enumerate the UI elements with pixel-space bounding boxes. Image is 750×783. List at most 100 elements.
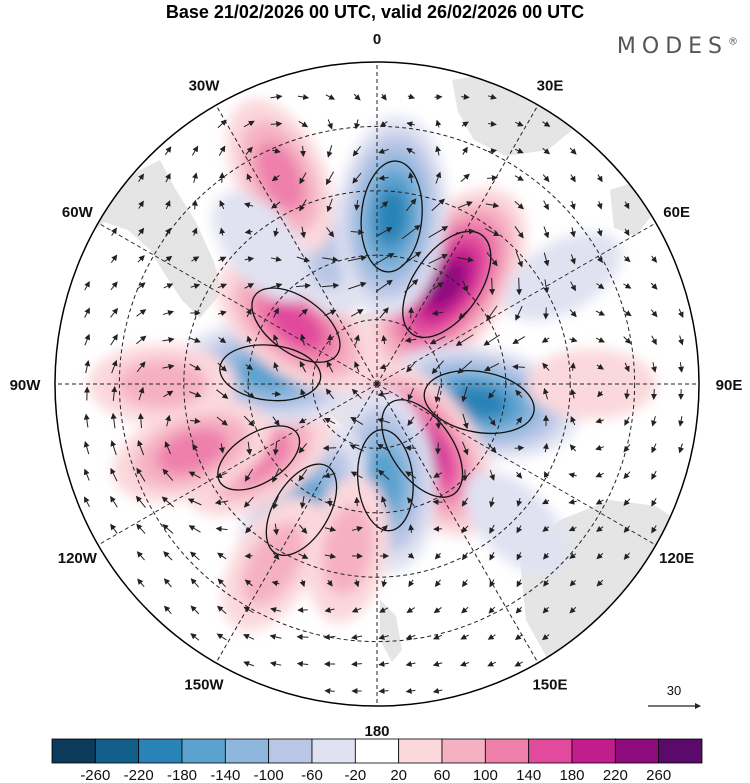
- wind-vector: [514, 147, 524, 154]
- wind-vector: [405, 471, 417, 479]
- wind-vector: [243, 415, 255, 427]
- wind-vector: [270, 282, 283, 289]
- longitude-label: 120W: [58, 550, 98, 567]
- wind-vector: [435, 413, 442, 430]
- brand-name: MODES: [616, 34, 728, 59]
- wind-vector: [110, 523, 118, 534]
- wind-vector: [111, 386, 118, 402]
- anomaly-region: [503, 232, 622, 322]
- wind-vector: [164, 200, 171, 210]
- wind-vector: [188, 525, 201, 533]
- wind-vector: [354, 334, 360, 345]
- wind-vector: [488, 416, 496, 427]
- wind-vector: [651, 416, 657, 427]
- wind-vector: [136, 523, 146, 534]
- brand-logo: MODES®: [617, 34, 738, 59]
- wind-vector: [595, 498, 604, 505]
- wind-vector: [189, 363, 202, 371]
- reference-vector: 30: [648, 683, 701, 709]
- wind-vector: [542, 362, 550, 371]
- wind-vector: [270, 120, 283, 127]
- wind-vector: [348, 281, 367, 290]
- wind-vector: [351, 661, 362, 667]
- meridian-line: [215, 383, 378, 664]
- wind-vector: [569, 579, 577, 587]
- wind-vector: [219, 227, 226, 236]
- wind-vector: [324, 526, 337, 532]
- meridian-line: [97, 383, 378, 546]
- wind-vector: [595, 417, 604, 424]
- wind-vector: [162, 468, 174, 481]
- wind-vector: [678, 416, 684, 427]
- wind-vector: [401, 224, 421, 240]
- wind-vector: [433, 472, 443, 478]
- wind-vector: [515, 251, 523, 268]
- wind-vector: [162, 336, 175, 343]
- wind-vector: [271, 390, 282, 397]
- wind-vector: [270, 607, 281, 613]
- wind-vector: [273, 307, 279, 318]
- wind-vector: [245, 146, 253, 155]
- wind-vector: [568, 472, 577, 479]
- wind-vector: [433, 634, 443, 640]
- wind-vector: [378, 634, 389, 640]
- wind-vector: [624, 416, 630, 426]
- wind-vector: [190, 633, 200, 641]
- anomaly-contour: [357, 429, 414, 532]
- wind-vector: [164, 146, 172, 156]
- wind-vector: [651, 470, 657, 480]
- wind-vector: [354, 361, 360, 373]
- wind-vector: [326, 198, 333, 213]
- colorbar-tick-label: -220: [124, 767, 154, 783]
- wind-vector: [217, 119, 227, 129]
- wind-vector: [542, 525, 550, 532]
- anomaly-contour: [219, 344, 322, 402]
- wind-vector: [543, 226, 550, 239]
- wind-vector: [163, 578, 172, 588]
- wind-vector: [351, 607, 362, 613]
- wind-vector: [191, 227, 198, 236]
- wind-vector: [596, 201, 603, 210]
- wind-vector: [407, 388, 415, 401]
- wind-vector: [83, 440, 90, 455]
- wind-vector: [300, 226, 307, 239]
- wind-vector: [623, 498, 631, 506]
- wind-vector: [137, 255, 145, 263]
- wind-vector: [434, 442, 441, 455]
- wind-vector: [515, 471, 523, 479]
- wind-vector: [678, 335, 684, 346]
- wind-vector: [350, 471, 363, 479]
- wind-vector: [325, 171, 334, 186]
- wind-vector: [431, 360, 445, 375]
- wind-vector: [299, 199, 307, 212]
- anomaly-contour: [423, 370, 535, 434]
- wind-vector: [514, 634, 523, 641]
- wind-vector: [164, 441, 171, 455]
- wind-vector: [435, 119, 442, 128]
- wind-vector: [595, 310, 606, 316]
- wind-vector: [461, 552, 468, 561]
- wind-vector: [137, 439, 145, 456]
- wind-vector: [138, 386, 145, 401]
- wind-vector: [136, 467, 146, 482]
- wind-vector: [487, 660, 497, 667]
- wind-vector: [83, 468, 90, 481]
- wind-vector: [595, 444, 605, 451]
- wind-vector: [461, 606, 469, 614]
- wind-vector: [512, 363, 525, 370]
- wind-vector: [543, 200, 549, 211]
- wind-vector: [516, 552, 523, 561]
- wind-vector: [321, 282, 340, 289]
- wind-vector: [487, 93, 497, 100]
- wind-vector: [323, 417, 336, 425]
- wind-vector: [378, 469, 390, 480]
- wind-vector: [269, 633, 282, 640]
- wind-vector: [514, 175, 524, 181]
- wind-vector: [324, 553, 337, 560]
- wind-vector: [83, 413, 90, 428]
- wind-vector: [269, 661, 282, 667]
- wind-vector: [623, 282, 632, 289]
- wind-vector: [271, 174, 280, 182]
- longitude-label: 60E: [663, 204, 690, 221]
